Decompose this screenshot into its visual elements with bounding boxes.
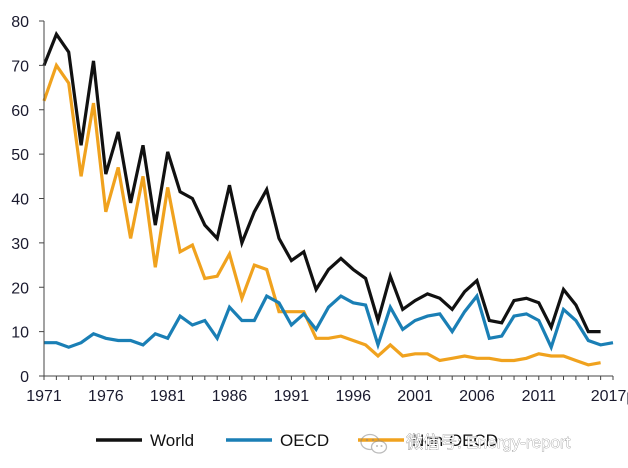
y-tick-label: 10 bbox=[11, 325, 29, 342]
axes-layer bbox=[39, 20, 614, 380]
y-tick-label: 30 bbox=[11, 236, 29, 253]
y-tick-label: 80 bbox=[11, 14, 29, 31]
y-tick-label: 0 bbox=[20, 369, 29, 386]
x-tick-label: 1971 bbox=[26, 388, 62, 405]
legend-label-non-oecd: Non-OECD bbox=[412, 431, 498, 450]
legend-label-world: World bbox=[150, 431, 194, 450]
x-tick-label: 1981 bbox=[150, 388, 186, 405]
x-tick-labels: 1971 1976 1981 1986 1991 1996 2001 2006 2011 2017… bbox=[26, 388, 628, 405]
series-line-non-oecd bbox=[42, 61, 601, 367]
x-tick-label: 2011 bbox=[522, 388, 557, 405]
legend-label-oecd: OECD bbox=[280, 431, 329, 450]
legend: World OECD Non-OECD bbox=[96, 431, 498, 450]
watermark: 微信号: Energy-report bbox=[360, 433, 571, 454]
x-tick-label: 1996 bbox=[335, 388, 371, 405]
x-tick-label: 1986 bbox=[212, 388, 248, 405]
wechat-logo-icon bbox=[360, 433, 388, 454]
y-tick-label: 20 bbox=[11, 280, 29, 297]
y-tick-label: 60 bbox=[11, 103, 29, 120]
x-tick-label: 2001 bbox=[397, 388, 433, 405]
watermark-text: 微信号: Energy-report bbox=[406, 433, 571, 452]
x-tick-label: 2017p bbox=[591, 388, 628, 405]
x-tick-label: 2006 bbox=[459, 388, 495, 405]
y-tick-label: 40 bbox=[11, 192, 29, 209]
y-tick-label: 50 bbox=[11, 147, 29, 164]
series-layer bbox=[42, 30, 614, 367]
series-line-world bbox=[42, 30, 601, 334]
x-tick-label: 1991 bbox=[274, 388, 310, 405]
y-tick-label: 70 bbox=[11, 58, 29, 75]
y-tick-labels: 0 10 20 30 40 50 60 70 80 bbox=[11, 14, 29, 386]
series-line-oecd bbox=[44, 292, 614, 352]
x-tick-label: 1976 bbox=[88, 388, 124, 405]
